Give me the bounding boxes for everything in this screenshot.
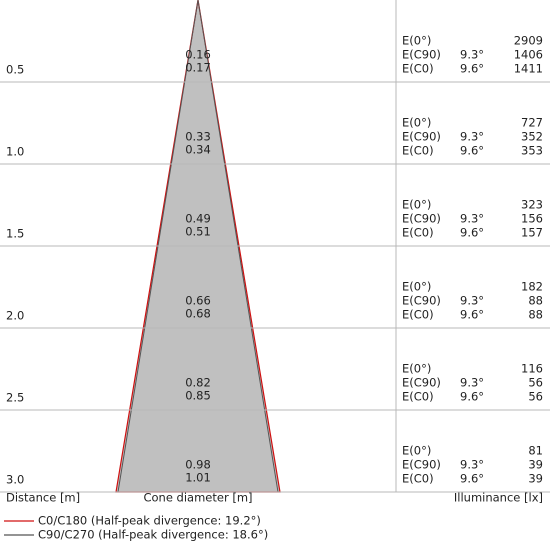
angle: 9.3° (460, 376, 484, 390)
e-label: E(C0) (402, 62, 434, 76)
illuminance: 88 (528, 294, 543, 308)
distance: 3.0 (6, 473, 24, 487)
illuminance: 156 (521, 212, 543, 226)
illuminance: 353 (521, 144, 543, 158)
diameter: 0.34 (185, 143, 211, 157)
diameter: 0.85 (185, 389, 211, 403)
angle: 9.6° (460, 226, 484, 240)
e-label: E(C90) (402, 48, 441, 62)
e-label: E(C90) (402, 376, 441, 390)
angle: 9.6° (460, 390, 484, 404)
diameter: 0.51 (185, 225, 211, 239)
diameter: 0.33 (185, 130, 211, 144)
e-label: E(C0) (402, 390, 434, 404)
illuminance: 323 (521, 198, 543, 212)
distance: 0.5 (6, 63, 24, 77)
e-label: E(0°) (402, 362, 431, 376)
illuminance: 352 (521, 130, 543, 144)
legend-entry: C0/C180 (Half-peak divergence: 19.2°) (38, 514, 261, 528)
e-label: E(C0) (402, 472, 434, 486)
e-label: E(C0) (402, 226, 434, 240)
e-label: E(C0) (402, 308, 434, 322)
illuminance: 88 (528, 308, 543, 322)
diameter: 0.98 (185, 458, 211, 472)
illuminance: 2909 (514, 34, 543, 48)
illuminance: 157 (521, 226, 543, 240)
illuminance: 1406 (514, 48, 543, 62)
angle: 9.6° (460, 62, 484, 76)
e-label: E(C90) (402, 458, 441, 472)
diameter: 0.17 (185, 61, 211, 75)
e-label: E(C90) (402, 294, 441, 308)
e-label: E(C0) (402, 144, 434, 158)
footer-distance: Distance [m] (6, 491, 80, 505)
distance: 1.0 (6, 145, 24, 159)
e-label: E(C90) (402, 130, 441, 144)
diameter: 0.68 (185, 307, 211, 321)
e-label: E(0°) (402, 444, 431, 458)
illuminance: 182 (521, 280, 543, 294)
angle: 9.3° (460, 458, 484, 472)
illuminance: 81 (528, 444, 543, 458)
illuminance: 39 (528, 472, 543, 486)
footer-diameter: Cone diameter [m] (143, 491, 252, 505)
e-label: E(0°) (402, 116, 431, 130)
e-label: E(0°) (402, 280, 431, 294)
diameter: 0.82 (185, 376, 211, 390)
angle: 9.6° (460, 472, 484, 486)
diameter: 0.16 (185, 48, 211, 62)
angle: 9.3° (460, 48, 484, 62)
distance: 2.5 (6, 391, 24, 405)
e-label: E(0°) (402, 198, 431, 212)
angle: 9.6° (460, 144, 484, 158)
illuminance: 116 (521, 362, 543, 376)
e-label: E(C90) (402, 212, 441, 226)
footer-illuminance: Illuminance [lx] (454, 491, 543, 505)
distance: 1.5 (6, 227, 24, 241)
diameter: 0.66 (185, 294, 211, 308)
angle: 9.3° (460, 130, 484, 144)
legend-entry: C90/C270 (Half-peak divergence: 18.6°) (38, 528, 268, 542)
diameter: 0.49 (185, 212, 211, 226)
angle: 9.3° (460, 212, 484, 226)
angle: 9.3° (460, 294, 484, 308)
illuminance: 727 (521, 116, 543, 130)
diameter: 1.01 (185, 471, 211, 485)
illuminance: 39 (528, 458, 543, 472)
distance: 2.0 (6, 309, 24, 323)
angle: 9.6° (460, 308, 484, 322)
illuminance: 56 (528, 390, 543, 404)
illuminance: 1411 (514, 62, 543, 76)
illuminance: 56 (528, 376, 543, 390)
e-label: E(0°) (402, 34, 431, 48)
